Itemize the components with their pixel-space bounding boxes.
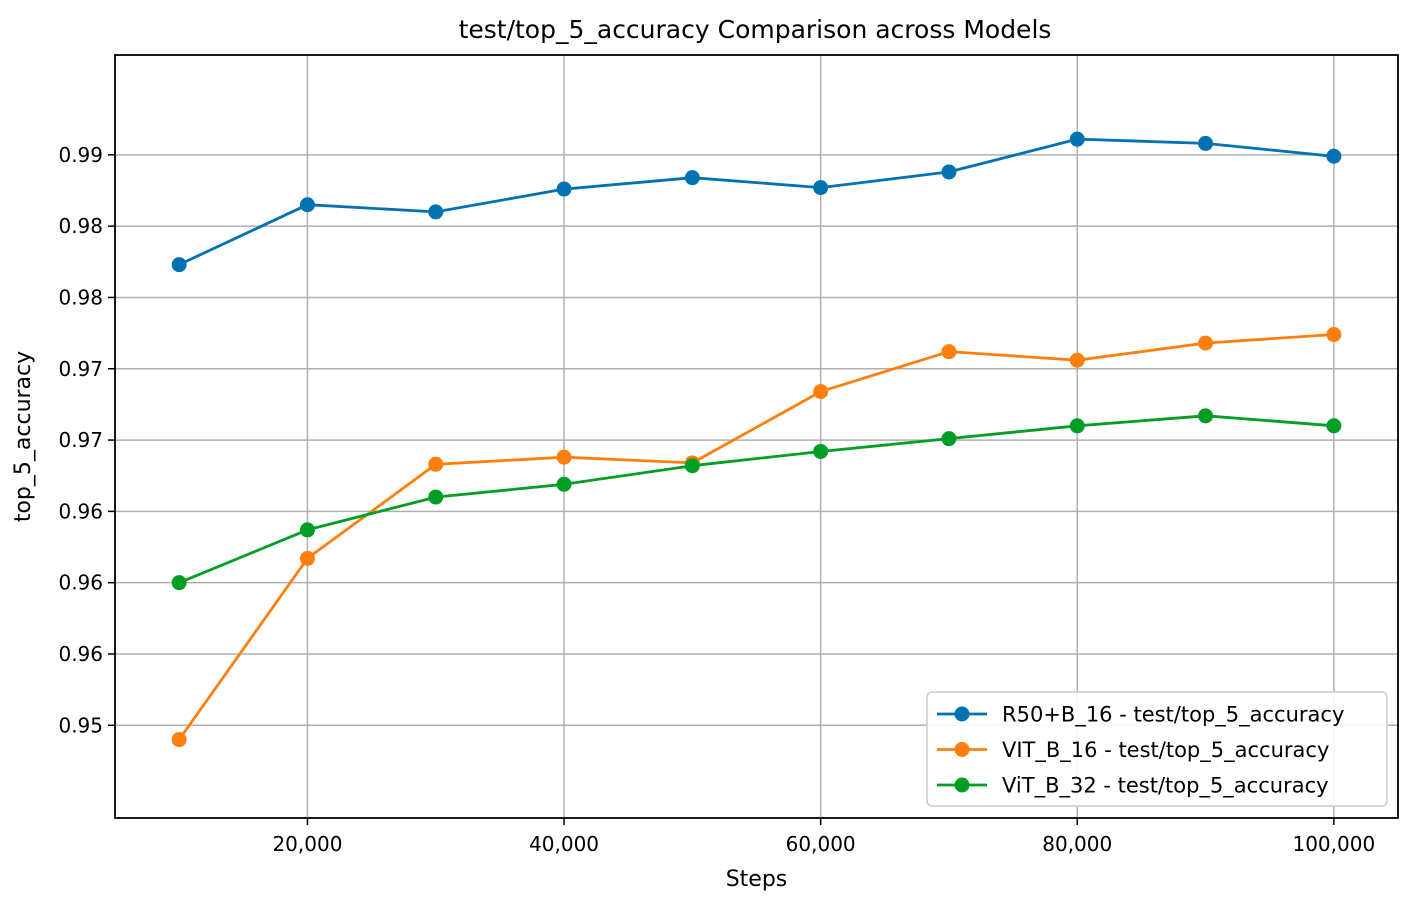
data-point <box>1198 135 1214 151</box>
data-point <box>1069 418 1085 434</box>
x-axis-label: Steps <box>726 867 788 892</box>
data-point <box>171 575 187 591</box>
x-tick-label: 100,000 <box>1292 832 1375 856</box>
legend-marker <box>954 706 970 722</box>
x-tick-label: 20,000 <box>272 832 342 856</box>
data-point <box>428 456 444 472</box>
plot-frame <box>114 54 1399 819</box>
legend-label: VIT_B_16 - test/top_5_accuracy <box>1002 738 1329 763</box>
data-point <box>428 204 444 220</box>
axis-ticks: 20,000 40,000 60,000 80,000 100,000 0.95 0.96 0… <box>58 143 1375 856</box>
y-tick-label: 0.98 <box>58 214 103 238</box>
data-point <box>556 181 572 197</box>
grid-lines <box>115 55 1398 818</box>
x-tick-label: 60,000 <box>786 832 856 856</box>
data-point <box>1326 327 1342 343</box>
y-tick-label: 0.98 <box>58 285 103 309</box>
data-point <box>1069 352 1085 368</box>
data-point <box>941 431 957 447</box>
series-line-1 <box>178 333 1334 741</box>
y-tick-label: 0.95 <box>58 713 103 737</box>
data-point <box>1069 131 1085 147</box>
chart-title: test/top_5_accuracy Comparison across Mo… <box>459 15 1052 44</box>
y-tick-label: 0.96 <box>58 642 103 666</box>
data-point <box>556 476 572 492</box>
data-point <box>171 732 187 748</box>
data-point <box>1326 418 1342 434</box>
data-point <box>1198 408 1214 424</box>
data-point <box>684 458 700 474</box>
data-point <box>813 180 829 196</box>
legend-box <box>926 691 1388 807</box>
y-tick-label: 0.96 <box>58 571 103 595</box>
data-point <box>299 522 315 538</box>
legend: R50+B_16 - test/top_5_accuracy VIT_B_16 -… <box>926 691 1388 807</box>
series-line-0 <box>178 137 1334 266</box>
series-layer <box>171 131 1342 748</box>
y-tick-label: 0.97 <box>58 357 103 381</box>
data-point <box>941 164 957 180</box>
series-line-2 <box>178 414 1334 584</box>
data-point <box>941 344 957 360</box>
legend-marker <box>954 777 970 793</box>
y-tick-label: 0.96 <box>58 499 103 523</box>
y-axis-label: top_5_accuracy <box>11 351 36 522</box>
data-point <box>428 489 444 505</box>
data-point <box>813 384 829 400</box>
x-tick-label: 80,000 <box>1042 832 1112 856</box>
data-point <box>299 550 315 566</box>
data-point <box>1198 335 1214 351</box>
data-point <box>556 449 572 465</box>
x-tick-label: 40,000 <box>529 832 599 856</box>
data-point <box>299 197 315 213</box>
data-point <box>684 170 700 186</box>
legend-label: R50+B_16 - test/top_5_accuracy <box>1002 703 1344 728</box>
legend-label: ViT_B_32 - test/top_5_accuracy <box>1002 774 1329 799</box>
y-tick-label: 0.97 <box>58 428 103 452</box>
data-point <box>813 443 829 459</box>
legend-marker <box>954 742 970 757</box>
data-point <box>171 257 187 273</box>
y-tick-label: 0.99 <box>58 143 103 167</box>
data-point <box>1326 148 1342 164</box>
